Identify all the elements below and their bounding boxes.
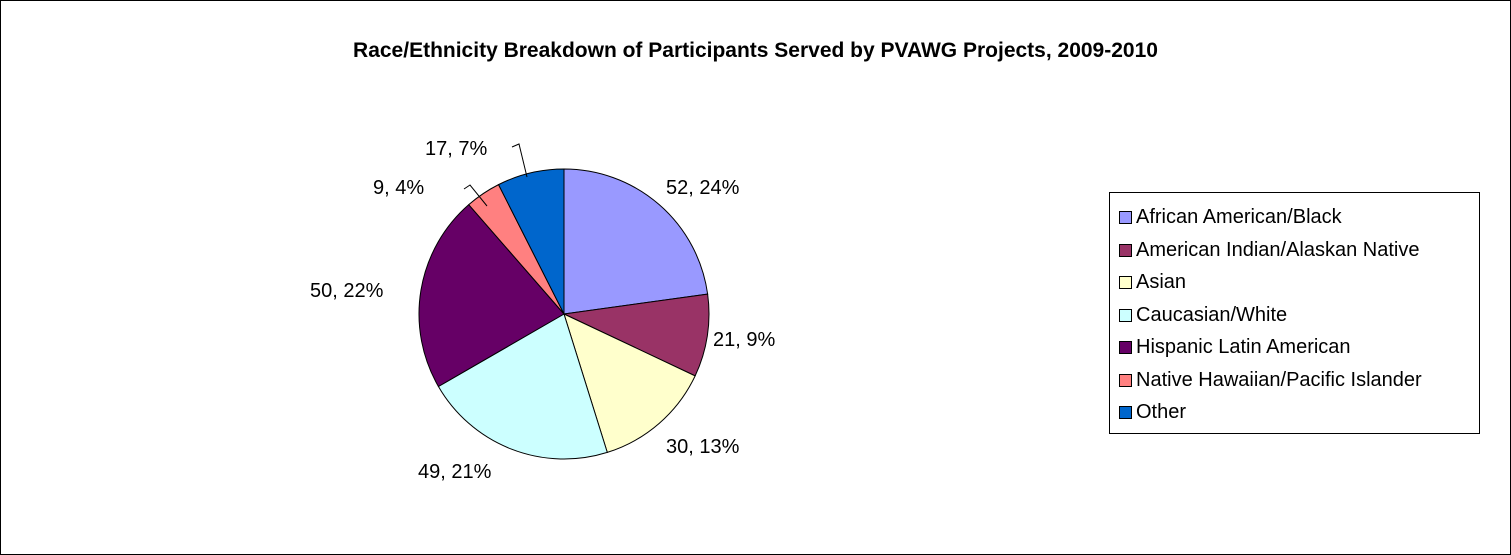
chart-title: Race/Ethnicity Breakdown of Participants… bbox=[353, 39, 1158, 62]
data-label: 52, 24% bbox=[666, 177, 740, 199]
legend-label: Other bbox=[1136, 401, 1187, 423]
legend-swatch bbox=[1119, 341, 1132, 354]
legend-label: Native Hawaiian/Pacific Islander bbox=[1136, 368, 1422, 391]
legend-swatch bbox=[1119, 406, 1132, 419]
legend-item: Other bbox=[1110, 396, 1479, 429]
legend-swatch bbox=[1119, 308, 1132, 322]
legend-item: African American/Black bbox=[1110, 201, 1479, 234]
legend-item: Asian bbox=[1110, 266, 1479, 299]
pie-slice-hispanic-latin-american bbox=[418, 203, 565, 388]
legend-label: American Indian/Alaskan Native bbox=[1136, 238, 1420, 261]
legend-swatch bbox=[1119, 276, 1132, 289]
pie-slice-caucasian-white bbox=[437, 313, 608, 460]
data-label: 21, 9% bbox=[713, 329, 775, 351]
legend-item: American Indian/Alaskan Native bbox=[1110, 234, 1479, 267]
pie-slice-american-indian-alaskan-native bbox=[562, 293, 710, 377]
legend-item: Hispanic Latin American bbox=[1110, 331, 1479, 364]
legend-label: African American/Black bbox=[1136, 206, 1342, 228]
data-label: 49, 21% bbox=[418, 461, 492, 483]
legend-swatch bbox=[1119, 373, 1132, 387]
data-label: 9, 4% bbox=[373, 177, 424, 199]
leader-line bbox=[463, 184, 488, 207]
legend-label: Caucasian/White bbox=[1136, 303, 1288, 326]
legend: African American/Black American Indian/Al… bbox=[1109, 192, 1480, 434]
data-label: 50, 22% bbox=[310, 280, 384, 302]
data-label: 17, 7% bbox=[425, 138, 487, 160]
legend-label: Asian bbox=[1136, 271, 1187, 293]
legend-item: Native Hawaiian/Pacific Islander bbox=[1110, 364, 1479, 397]
data-label: 30, 13% bbox=[666, 436, 740, 458]
legend-item: Caucasian/White bbox=[1110, 299, 1479, 332]
legend-swatch bbox=[1119, 211, 1132, 224]
legend-label: Hispanic Latin American bbox=[1136, 336, 1351, 358]
pie-slice-other bbox=[497, 168, 565, 315]
leader-line bbox=[511, 143, 528, 178]
pie-slice-african-american-black bbox=[563, 168, 709, 315]
legend-swatch bbox=[1119, 243, 1132, 257]
